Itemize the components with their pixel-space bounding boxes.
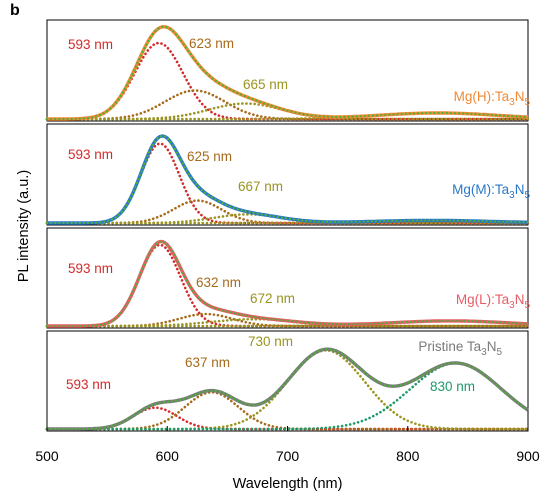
panel-4-component-peak-4 xyxy=(45,361,530,431)
panel-2-peak-label-1: 593 nm xyxy=(68,147,113,162)
panel-frame-3 xyxy=(46,227,529,329)
panel-3-fit-curve xyxy=(45,240,530,328)
panel-3-measured-spectrum xyxy=(47,239,529,328)
panel-4-fit-curve xyxy=(45,348,530,431)
panel-frame-2 xyxy=(46,123,529,226)
x-tick-label-500: 500 xyxy=(35,448,59,464)
x-tick-label-600: 600 xyxy=(156,448,180,464)
panel-1-peak-label-1: 593 nm xyxy=(68,37,113,52)
panel-frame-1 xyxy=(46,19,529,122)
panel-3-peak-label-1: 593 nm xyxy=(68,261,113,276)
panel-letter: b xyxy=(10,2,20,19)
panel-1-measured-spectrum xyxy=(47,25,529,121)
x-tick-label-800: 800 xyxy=(396,448,420,464)
panel-1-fit-curve xyxy=(45,25,530,121)
panel-4-component-peak-1 xyxy=(45,406,530,431)
panel-1-sample-label: Mg(H):Ta3N5 xyxy=(454,89,531,108)
panel-4-peak-label-3: 730 nm xyxy=(248,334,293,349)
panel-4-peak-label-1: 593 nm xyxy=(66,377,111,392)
panel-4-peak-label-2: 637 nm xyxy=(185,355,230,370)
panel-1-peak-label-2: 623 nm xyxy=(189,36,234,51)
panel-3-peak-label-3: 672 nm xyxy=(250,291,295,306)
panel-4-peak-label-4: 830 nm xyxy=(430,379,475,394)
panel-2-fit-curve xyxy=(45,134,530,225)
panel-2-measured-spectrum xyxy=(47,134,529,225)
panel-2-sample-label: Mg(M):Ta3N5 xyxy=(452,182,530,201)
x-tick-label-700: 700 xyxy=(276,448,300,464)
panel-3-peak-label-2: 632 nm xyxy=(196,275,241,290)
x-tick-label-900: 900 xyxy=(516,448,540,464)
panel-4-sample-label: Pristine Ta3N5 xyxy=(418,339,502,358)
panel-2-peak-label-3: 667 nm xyxy=(238,179,283,194)
x-axis-label: Wavelength (nm) xyxy=(233,476,343,492)
panel-1-peak-label-3: 665 nm xyxy=(243,77,288,92)
panel-3-sample-label: Mg(L):Ta3N5 xyxy=(456,292,531,311)
panel-2-peak-label-2: 625 nm xyxy=(187,149,232,164)
y-axis-label: PL intensity (a.u.) xyxy=(16,170,32,282)
